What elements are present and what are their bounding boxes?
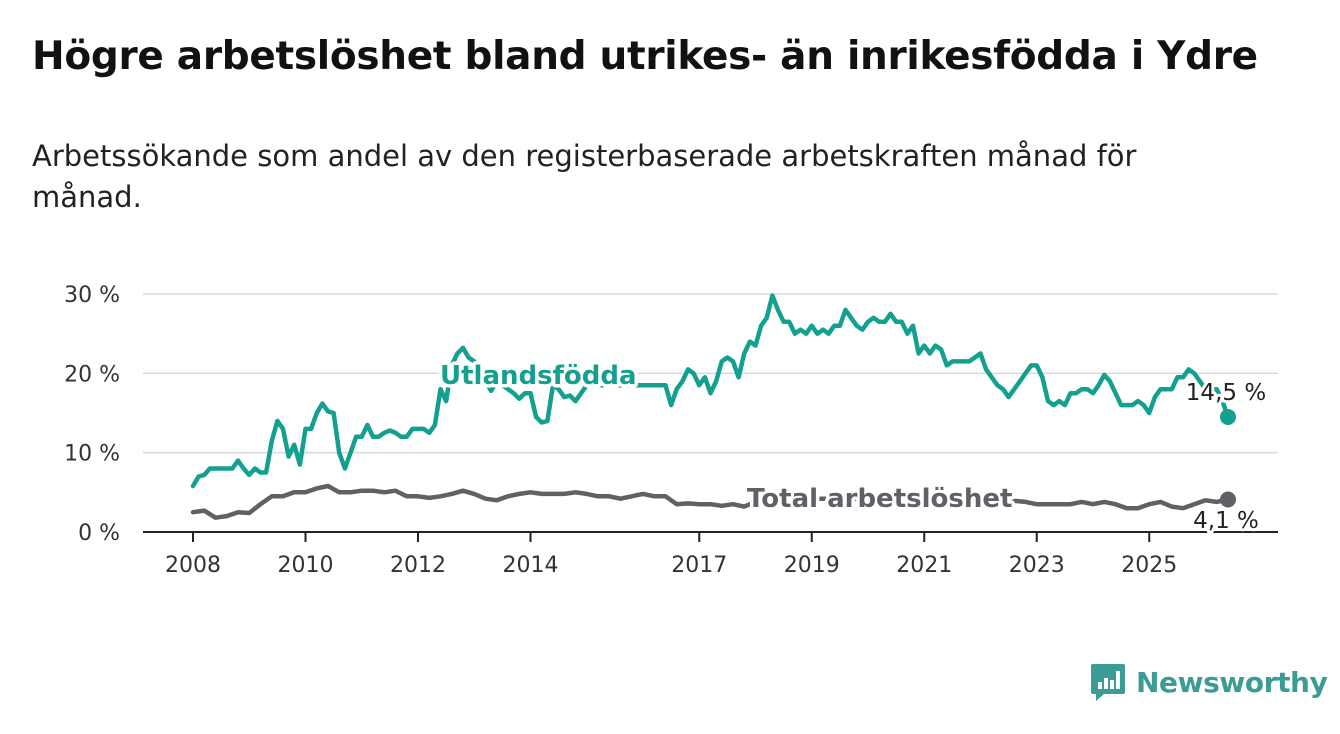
y-tick-label: 30 % <box>64 283 120 308</box>
x-tick-label: 2014 <box>503 553 559 578</box>
series-layer <box>190 293 1236 520</box>
series-line-utlandsfodda <box>190 293 1231 489</box>
x-tick-label: 2021 <box>896 553 952 578</box>
series-name-label: Utlandsfödda <box>440 361 637 391</box>
label-layer: Utlandsfödda Total arbetslöshet 14,5 % 4,1 … <box>437 358 1270 538</box>
x-tick-label: 2017 <box>671 553 727 578</box>
x-tick-label: 2019 <box>784 553 840 578</box>
series-line-total <box>190 483 1231 520</box>
grid-layer: 0 % 10 % 20 % 30 % 2008 2010 2012 2014 2017 2019 2… <box>64 283 1278 578</box>
series-end-value-label: 14,5 % <box>1186 380 1266 406</box>
y-tick-label: 10 % <box>64 442 120 467</box>
brand-logo: Newsworthy <box>1090 660 1328 704</box>
y-tick-label: 0 % <box>78 521 120 546</box>
newsworthy-logo-icon <box>1091 664 1125 701</box>
y-tick-label: 20 % <box>64 362 120 387</box>
chart-title: Högre arbetslöshet bland utrikes- än inr… <box>32 34 1258 79</box>
x-tick-label: 2012 <box>390 553 446 578</box>
series-name-label: Total arbetslöshet <box>747 484 1012 514</box>
chart-subtitle: Arbetssökande som andel av den registerb… <box>32 139 1137 214</box>
series-end-marker <box>1220 491 1236 508</box>
x-tick-label: 2010 <box>278 553 334 578</box>
series-end-value-label: 4,1 % <box>1193 508 1259 534</box>
x-tick-label: 2023 <box>1009 553 1065 578</box>
x-tick-label: 2025 <box>1121 553 1177 578</box>
x-tick-label: 2008 <box>165 553 221 578</box>
brand-name: Newsworthy <box>1136 665 1328 699</box>
series-end-marker <box>1220 408 1236 425</box>
